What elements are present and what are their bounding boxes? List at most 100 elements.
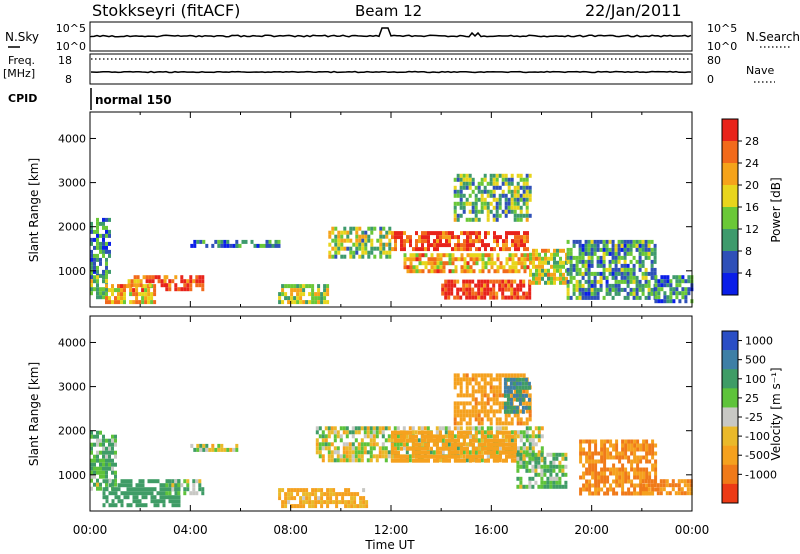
heatmap-cell xyxy=(150,499,154,504)
heatmap-cell xyxy=(195,279,199,284)
heatmap-cell xyxy=(477,373,481,378)
heatmap-cell xyxy=(153,284,157,289)
heatmap-cell xyxy=(475,257,479,262)
heatmap-cell xyxy=(168,283,172,288)
heatmap-cell xyxy=(441,283,445,288)
heatmap-cell xyxy=(510,287,514,292)
heatmap-cell xyxy=(439,243,442,248)
heatmap-cell xyxy=(168,287,172,292)
heatmap-cell xyxy=(501,177,505,182)
heatmap-cell xyxy=(415,243,418,248)
heatmap-cell xyxy=(330,442,334,447)
heatmap-cell xyxy=(408,454,412,459)
heatmap-cell xyxy=(448,261,452,266)
colorbar-tick-label: 20 xyxy=(745,179,759,192)
heatmap-cell xyxy=(418,442,421,447)
heatmap-cell xyxy=(677,491,681,496)
heatmap-cell xyxy=(318,446,322,451)
heatmap-cell xyxy=(614,287,618,292)
heatmap-cell xyxy=(645,455,649,460)
heatmap-cell xyxy=(514,239,517,244)
heatmap-cell xyxy=(459,181,463,186)
noise-right-label: N.Search xyxy=(746,30,800,44)
heatmap-cell xyxy=(525,173,529,178)
heatmap-cell xyxy=(669,295,673,300)
heatmap-cell xyxy=(308,300,312,305)
heatmap-cell xyxy=(498,185,502,190)
heatmap-cell xyxy=(513,205,517,210)
heatmap-cell xyxy=(334,254,338,259)
heatmap-cell xyxy=(495,450,499,455)
heatmap-cell xyxy=(136,279,140,284)
heatmap-cell xyxy=(565,256,568,261)
heatmap-cell xyxy=(481,446,484,451)
heatmap-cell xyxy=(496,269,500,274)
heatmap-cell xyxy=(483,279,487,284)
heatmap-cell xyxy=(463,257,467,262)
heatmap-cell xyxy=(102,275,105,280)
heatmap-cell xyxy=(635,291,639,296)
heatmap-cell xyxy=(129,292,133,297)
heatmap-cell xyxy=(465,373,469,378)
heatmap-cell xyxy=(453,377,457,382)
heatmap-cell xyxy=(278,496,282,501)
heatmap-cell xyxy=(629,279,633,284)
heatmap-cell xyxy=(609,451,613,456)
heatmap-cell xyxy=(457,454,460,459)
heatmap-cell xyxy=(327,446,331,451)
heatmap-cell xyxy=(504,213,508,218)
heatmap-cell xyxy=(591,455,595,460)
heatmap-cell xyxy=(474,389,478,394)
heatmap-cell xyxy=(626,283,630,288)
heatmap-cell xyxy=(617,247,621,252)
heatmap-cell xyxy=(527,385,531,390)
heatmap-cell xyxy=(90,221,93,226)
heatmap-cell xyxy=(647,251,651,256)
heatmap-cell xyxy=(474,213,478,218)
heatmap-cell xyxy=(525,409,529,414)
heatmap-cell xyxy=(108,241,111,246)
heatmap-cell xyxy=(501,209,505,214)
heatmap-cell xyxy=(114,288,117,293)
heatmap-cell xyxy=(525,468,529,473)
heatmap-cell xyxy=(346,246,350,251)
heatmap-cell xyxy=(460,446,463,451)
heatmap-cell xyxy=(156,503,160,508)
heatmap-cell xyxy=(205,443,209,448)
heatmap-cell xyxy=(483,287,487,292)
heatmap-cell xyxy=(323,300,327,305)
heatmap-cell xyxy=(474,373,478,378)
heatmap-cell xyxy=(378,454,382,459)
heatmap-cell xyxy=(120,284,123,289)
heatmap-cell xyxy=(579,439,583,444)
heatmap-cell xyxy=(334,242,338,247)
heatmap-cell xyxy=(278,488,282,493)
heatmap-cell xyxy=(406,446,409,451)
heatmap-cell xyxy=(650,271,654,276)
heatmap-cell xyxy=(315,450,319,455)
noise-left-tick-top: 10^5 xyxy=(56,22,86,35)
heatmap-cell xyxy=(566,287,570,292)
heatmap-cell xyxy=(412,458,415,463)
heatmap-cell xyxy=(290,496,294,501)
heatmap-cell xyxy=(510,205,514,210)
heatmap-cell xyxy=(534,434,538,439)
heatmap-cell xyxy=(506,409,510,414)
heatmap-cell xyxy=(144,284,148,289)
heatmap-cell xyxy=(403,434,406,439)
heatmap-cell xyxy=(492,205,496,210)
heatmap-cell xyxy=(211,243,215,248)
heatmap-cell xyxy=(317,284,321,289)
heatmap-cell xyxy=(579,451,583,456)
heatmap-cell xyxy=(515,377,519,382)
heatmap-cell xyxy=(603,491,607,496)
heatmap-cell xyxy=(358,234,362,239)
heatmap-cell xyxy=(174,483,178,488)
heatmap-cell xyxy=(525,438,529,443)
heatmap-cell xyxy=(90,229,93,234)
heatmap-cell xyxy=(226,447,230,452)
heatmap-cell xyxy=(453,385,457,390)
heatmap-cell xyxy=(532,260,535,265)
heatmap-cell xyxy=(415,257,419,262)
heatmap-cell xyxy=(677,487,681,492)
